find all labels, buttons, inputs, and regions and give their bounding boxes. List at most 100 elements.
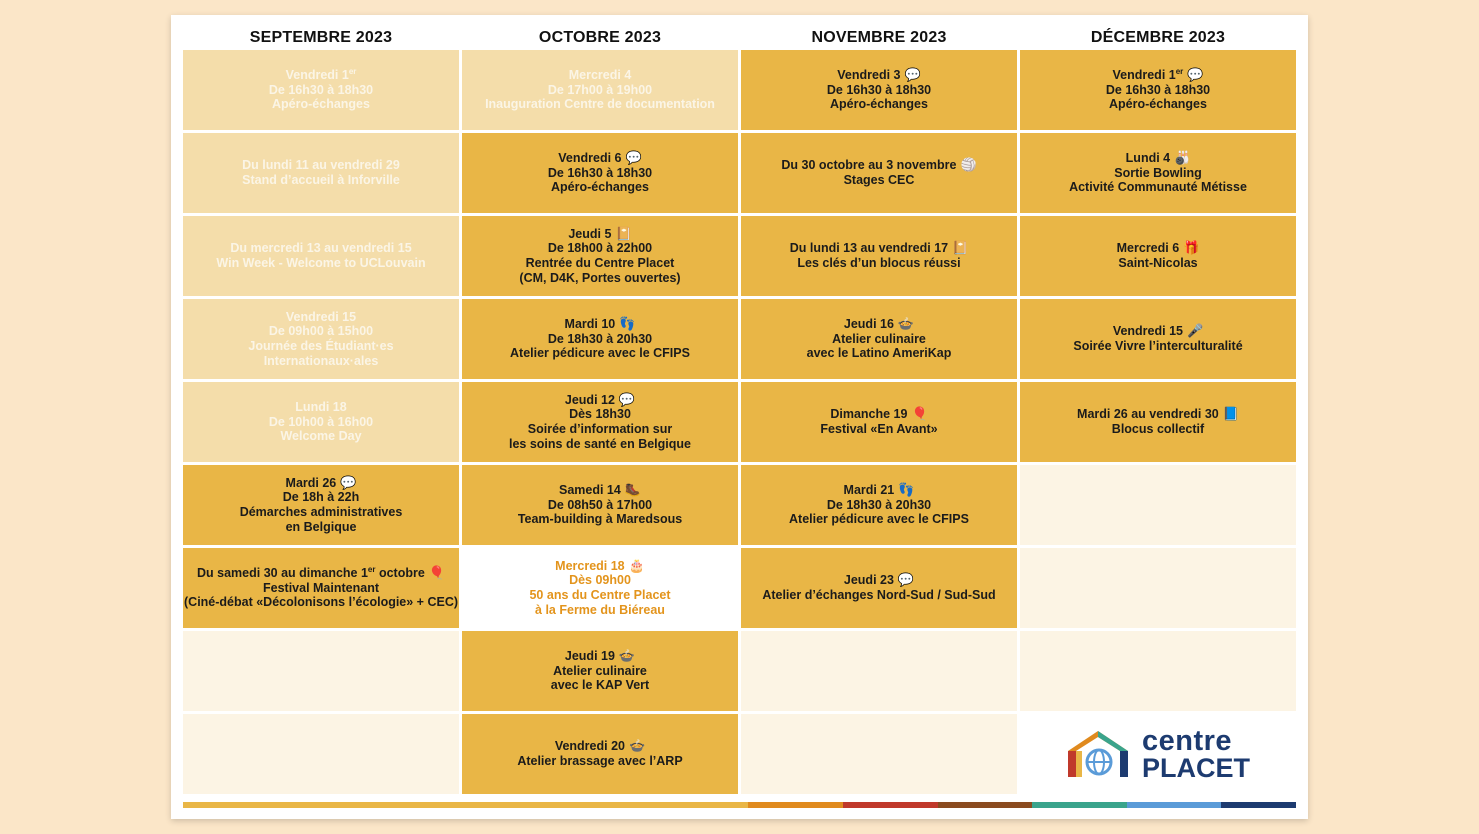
event-text: De 08h50 à 17h00: [547, 497, 653, 512]
event-date: Du lundi 11 au vendredi 29: [242, 158, 400, 173]
event-detail: Soirée Vivre l’interculturalité: [1073, 339, 1242, 354]
logo-word-placet: PLACET: [1142, 752, 1250, 783]
event-detail: De 09h00 à 15h00: [269, 324, 373, 339]
event-date: Vendredi 20 🍲: [555, 739, 645, 754]
event-detail: Dès 09h00: [569, 573, 631, 588]
event-detail: Festival «En Avant»: [820, 422, 937, 437]
event-text: Team-building à Maredsous: [517, 512, 683, 527]
event-date: Mercredi 18 🎂: [555, 557, 645, 574]
bowl-icon: 🍲: [629, 738, 646, 754]
event-detail: Journée des Étudiant·es: [248, 339, 393, 354]
event-grid: Vendredi 1er De 16h30 à 18h30 Apéro-échang…: [183, 50, 1296, 794]
event-date: Vendredi 15 🎤: [1113, 324, 1203, 339]
birthday-cake-icon: 🎂: [628, 557, 645, 573]
event-text: Stages CEC: [843, 173, 915, 187]
event-cell: Vendredi 6 💬 De 16h30 à 18h30 Apéro-échange…: [462, 133, 738, 213]
event-text: Mardi 26 au vendredi 30: [1077, 407, 1219, 422]
event-date: Jeudi 12 💬: [565, 392, 635, 408]
event-date: Lundi 4 🎳: [1126, 150, 1191, 166]
event-text: Atelier brassage avec l’ARP: [517, 754, 683, 768]
calendar-sheet: SEPTEMBRE 2023 OCTOBRE 2023 NOVEMBRE 202…: [171, 15, 1308, 819]
event-detail: Apéro-échanges: [551, 180, 649, 195]
event-detail: Inauguration Centre de documentation: [485, 97, 715, 112]
centre-placet-logo: centre PLACET: [1066, 726, 1250, 783]
event-text: Apéro-échanges: [272, 97, 370, 112]
event-text: De 18h30 à 20h30: [826, 497, 932, 512]
event-cell: Vendredi 1er De 16h30 à 18h30 Apéro-échang…: [183, 50, 459, 130]
event-cell: Mardi 21 👣 De 18h30 à 20h30 Atelier pédicur…: [741, 465, 1017, 545]
event-detail: Win Week - Welcome to UCLouvain: [216, 256, 425, 271]
event-text: Soirée d’information sur: [527, 422, 673, 436]
event-text: Dès 18h30: [569, 407, 631, 422]
event-text: Internationaux·ales: [263, 353, 379, 368]
speech-bubble-icon: 💬: [1187, 67, 1204, 83]
event-text: Rentrée du Centre Placet: [525, 256, 675, 270]
event-cell: Mercredi 6 🎁 Saint-Nicolas: [1020, 216, 1296, 296]
stripe-segment: [183, 802, 749, 808]
event-date: Lundi 18: [295, 400, 346, 415]
event-detail: De 08h50 à 17h00: [548, 498, 652, 513]
event-text: De 16h30 à 18h30: [826, 82, 932, 97]
event-cell: Du mercredi 13 au vendredi 15 Win Week - …: [183, 216, 459, 296]
event-detail: Atelier d’échanges Nord-Sud / Sud-Sud: [762, 588, 995, 603]
ordinal-suffix: er: [1175, 66, 1184, 76]
event-cell: Dimanche 19 🎈 Festival «En Avant»: [741, 382, 1017, 462]
bowl-icon: 🍲: [618, 648, 636, 664]
event-detail: Soirée d’information sur: [528, 422, 672, 437]
event-text: De 17h00 à 19h00: [547, 82, 653, 97]
hiking-boot-icon: 🥾: [624, 482, 642, 498]
event-detail: Dès 18h30: [569, 407, 631, 422]
event-date: Jeudi 23 💬: [844, 573, 914, 588]
event-detail: avec le KAP Vert: [551, 678, 649, 693]
event-text: Win Week - Welcome to UCLouvain: [216, 256, 426, 270]
event-detail: Internationaux·ales: [264, 354, 379, 369]
event-detail: De 16h30 à 18h30: [827, 83, 931, 98]
event-text: De 16h30 à 18h30: [547, 165, 653, 180]
event-detail: (Ciné-débat «Décolonisons l’écologie» + …: [184, 595, 458, 610]
event-detail: Sortie Bowling: [1114, 166, 1202, 181]
event-detail: De 10h00 à 16h00: [269, 415, 373, 430]
event-text: Vendredi 6: [558, 151, 622, 166]
event-text: Atelier pédicure avec le CFIPS: [510, 346, 690, 361]
speech-bubble-icon: 💬: [340, 474, 357, 490]
event-detail: Rentrée du Centre Placet: [526, 256, 675, 271]
event-text: Mardi 21: [843, 483, 895, 498]
event-text: Inauguration Centre de documentation: [485, 97, 715, 112]
event-text: Apéro-échanges: [1109, 97, 1207, 112]
event-detail: Les clés d’un blocus réussi: [797, 256, 960, 271]
event-text: Jeudi 23: [843, 573, 894, 588]
event-text: Vendredi 3: [837, 68, 901, 83]
event-text: Apéro-échanges: [551, 180, 649, 195]
event-detail: Welcome Day: [280, 429, 361, 444]
event-detail: Atelier culinaire: [553, 664, 647, 679]
event-text: Atelier d’échanges Nord-Sud / Sud-Sud: [762, 588, 996, 602]
event-text: Festival «En Avant»: [820, 422, 938, 436]
event-text: Du samedi 30 au dimanche 1: [197, 566, 368, 581]
stripe-segment: [1126, 802, 1222, 808]
event-date: Vendredi 3 💬: [837, 67, 920, 83]
event-text: Du lundi 11 au vendredi 29: [242, 158, 400, 173]
event-text: De 18h00 à 22h00: [547, 241, 653, 256]
empty-cell: [1020, 465, 1296, 545]
gift-icon: 🎁: [1183, 240, 1200, 256]
event-date: Vendredi 1er 💬: [1113, 66, 1204, 83]
event-text: Démarches administratives: [239, 505, 403, 519]
event-text: Vendredi 15: [1112, 324, 1183, 339]
event-text: Vendredi 20: [554, 739, 625, 754]
speech-bubble-icon: 💬: [897, 572, 915, 588]
volleyball-icon: 🏐: [960, 157, 977, 173]
event-text: De 09h00 à 15h00: [268, 324, 374, 339]
month-header-october: OCTOBRE 2023: [538, 29, 662, 46]
event-text: Du 30 octobre au 3 novembre: [781, 158, 957, 173]
event-date: Du lundi 13 au vendredi 17 📔: [790, 241, 969, 256]
event-text: (CM, D4K, Portes ouvertes): [519, 270, 681, 285]
event-cell: Vendredi 1er 💬 De 16h30 à 18h30 Apéro-échan…: [1020, 50, 1296, 130]
event-text: Du lundi 13 au vendredi 17: [789, 241, 949, 256]
event-cell: Du 30 octobre au 3 novembre 🏐 Stages CEC: [741, 133, 1017, 213]
event-cell: Vendredi 20 🍲 Atelier brassage avec l’ARP: [462, 714, 738, 794]
event-detail: avec le Latino AmeriKap: [807, 346, 952, 361]
event-text: les soins de santé en Belgique: [508, 436, 691, 451]
event-text: à la Ferme du Biéreau: [535, 602, 665, 617]
event-text: Mercredi 18: [555, 558, 625, 573]
balloon-icon: 🎈: [911, 406, 928, 422]
